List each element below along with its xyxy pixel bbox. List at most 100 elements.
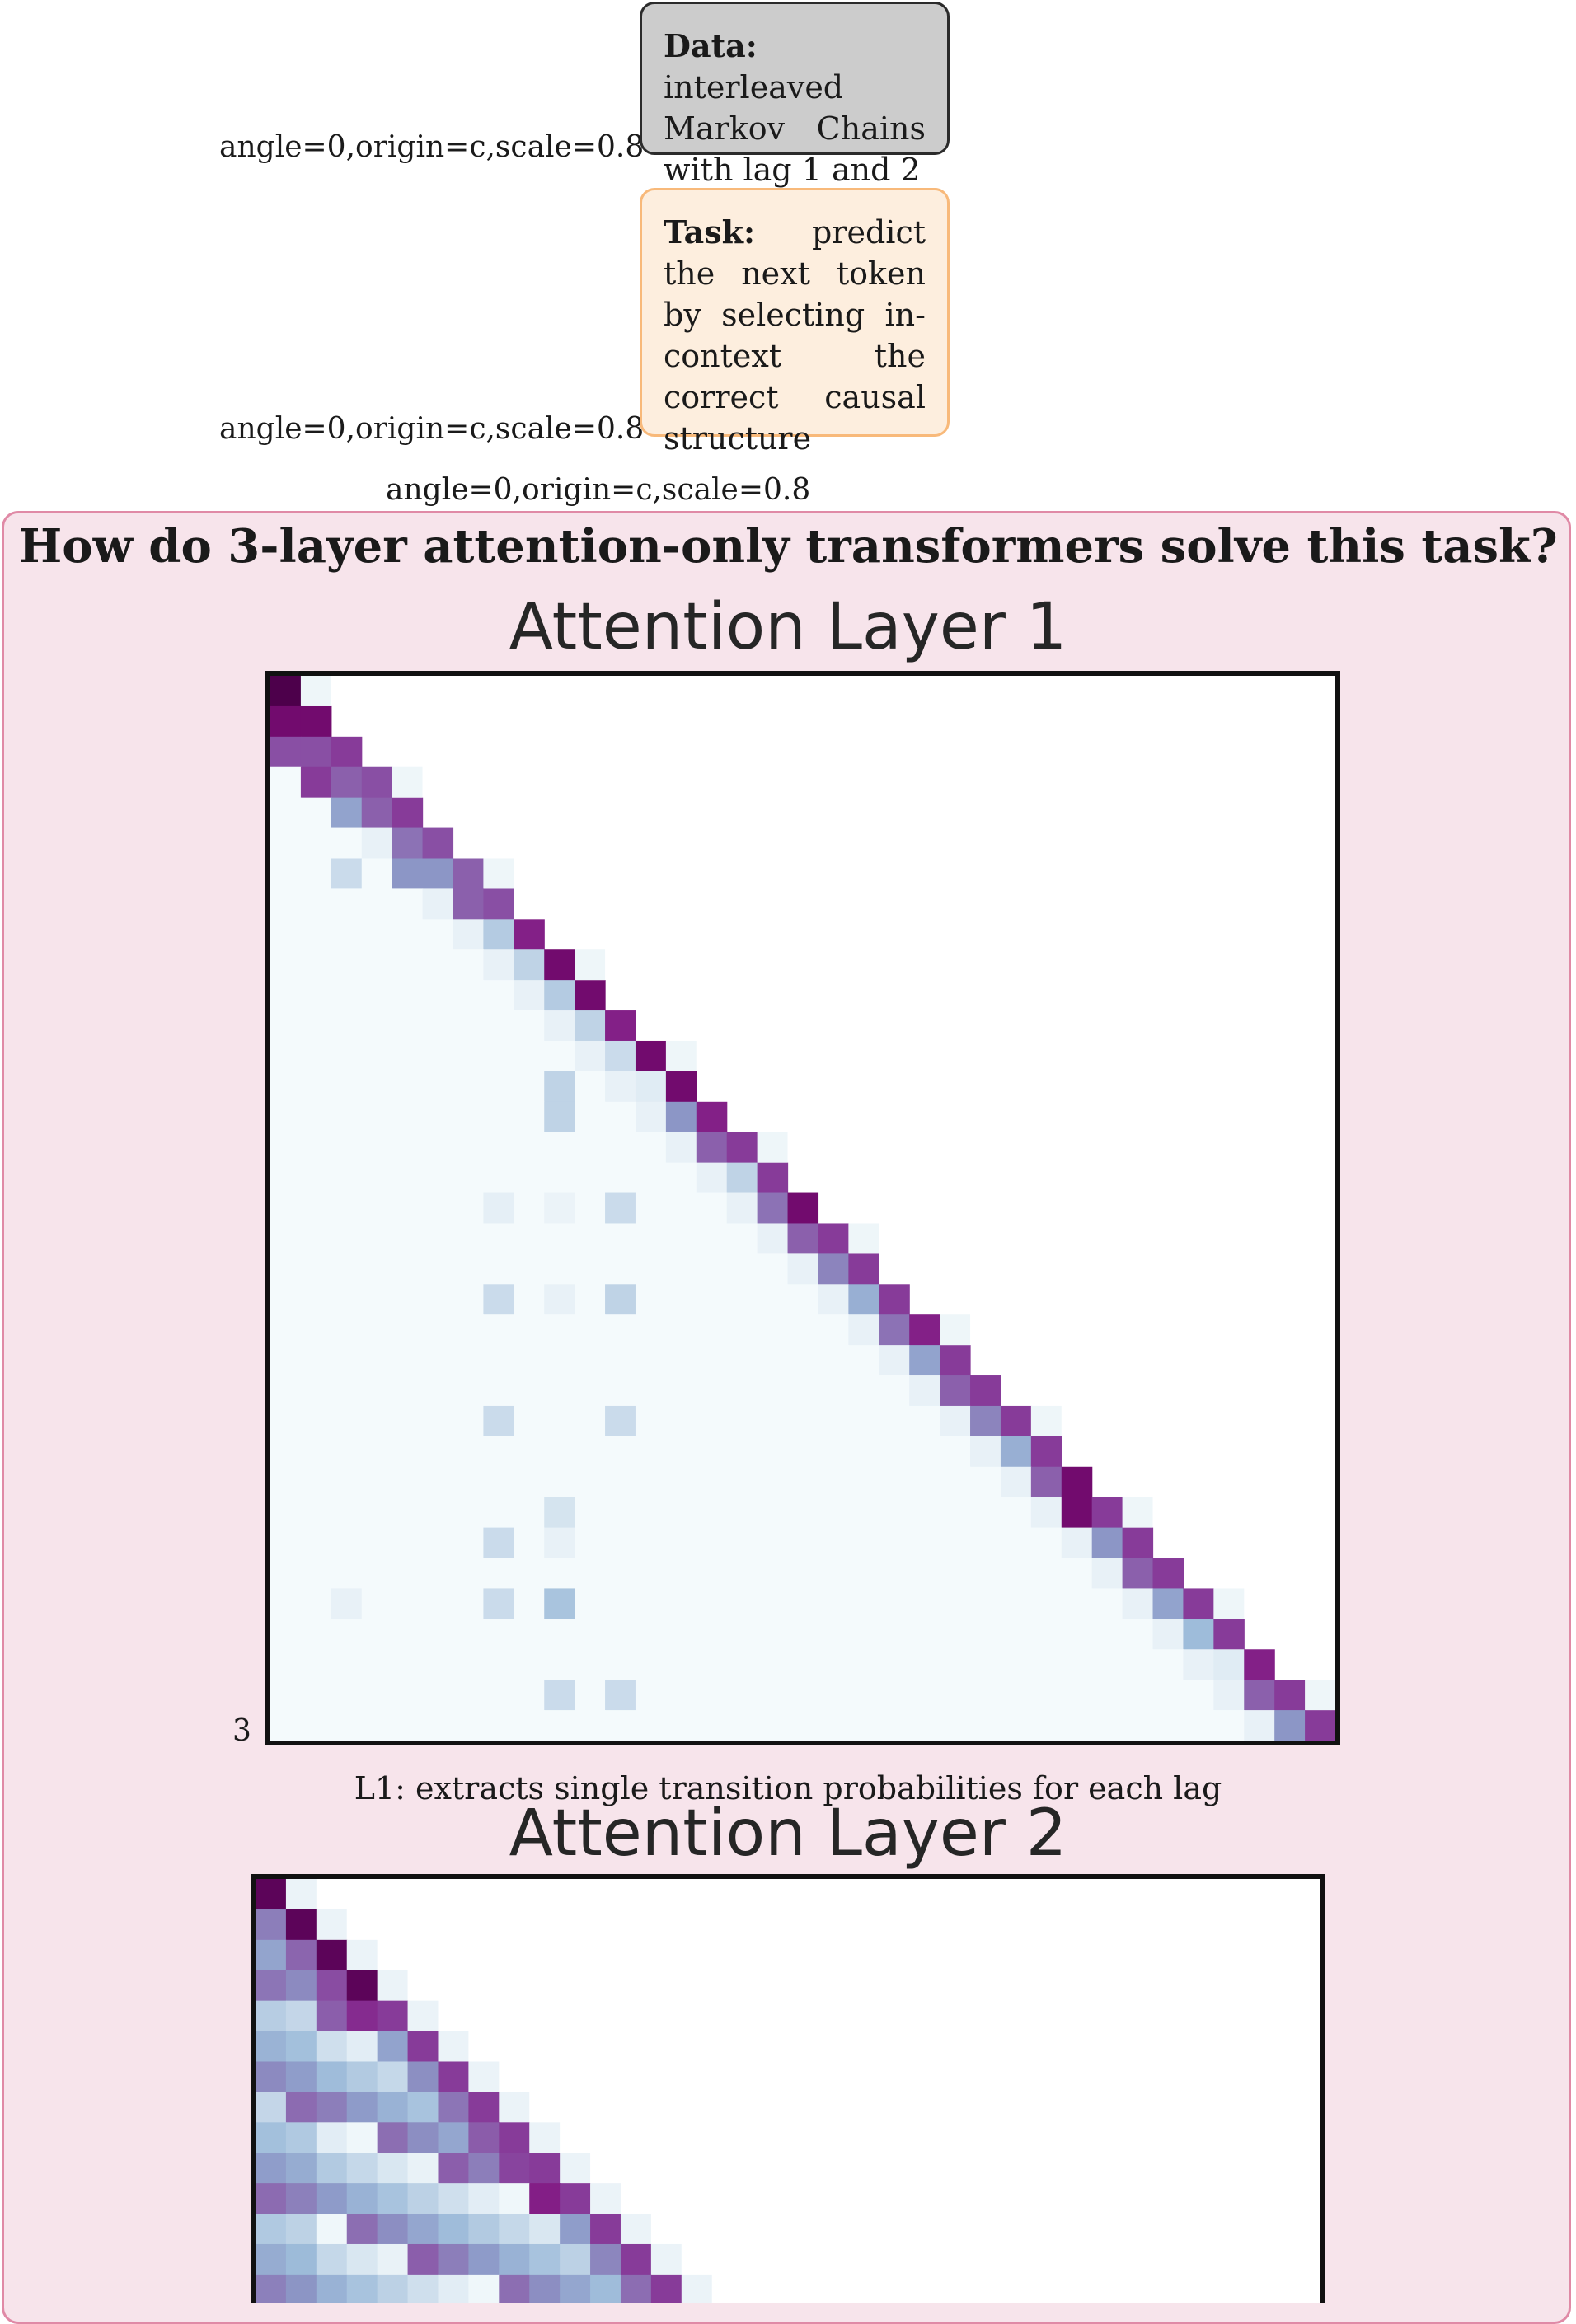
heatmap-cell xyxy=(407,2092,439,2123)
heatmap-cell xyxy=(940,1405,971,1437)
heatmap-cell xyxy=(605,1223,636,1254)
heatmap-cell xyxy=(392,1680,424,1711)
heatmap-cell xyxy=(787,1649,819,1680)
heatmap-cell xyxy=(468,2214,500,2245)
heatmap-cell xyxy=(1061,1466,1093,1498)
heatmap-cell xyxy=(575,949,606,981)
heatmap-cell xyxy=(361,1253,393,1285)
heatmap-cell xyxy=(483,1405,514,1437)
heatmap-cell xyxy=(681,2274,712,2303)
heatmap-cell xyxy=(300,1497,332,1529)
heatmap-cell xyxy=(422,1619,454,1650)
heatmap-cell xyxy=(256,2214,287,2245)
heatmap-cell xyxy=(407,2000,439,2031)
heatmap-cell xyxy=(270,1345,302,1376)
heatmap-cell xyxy=(635,1101,667,1133)
heatmap-cell xyxy=(438,2274,469,2303)
heatmap-cell xyxy=(331,949,363,981)
heatmap-cell xyxy=(696,1132,728,1164)
heatmap-cell xyxy=(940,1558,971,1590)
heatmap-cell xyxy=(270,1253,302,1285)
heatmap-cell xyxy=(1000,1497,1032,1529)
heatmap-cell xyxy=(270,1375,302,1407)
heatmap-cell xyxy=(331,1132,363,1164)
heatmap-cell xyxy=(514,1527,545,1559)
heatmap-cell xyxy=(361,1588,393,1619)
heatmap-cell xyxy=(483,1162,514,1194)
heatmap-cell xyxy=(422,980,454,1011)
heatmap-cell xyxy=(453,1619,484,1650)
heatmap-cell xyxy=(575,1314,606,1346)
heatmap-cell xyxy=(346,2000,378,2032)
heatmap-cell xyxy=(483,980,514,1011)
heatmap-cell xyxy=(1305,1710,1336,1741)
heatmap-cell xyxy=(560,2153,591,2184)
heatmap-cell xyxy=(453,1405,484,1437)
heatmap-cell xyxy=(1030,1619,1062,1650)
heatmap-cell xyxy=(970,1710,1001,1741)
heatmap-cell xyxy=(468,2122,500,2153)
heatmap-cell xyxy=(453,888,484,920)
heatmap-cell xyxy=(270,919,302,950)
heatmap-cell xyxy=(787,1284,819,1315)
heatmap-cell xyxy=(300,858,332,889)
heatmap-cell xyxy=(757,1588,789,1619)
heatmap-cell xyxy=(635,1375,667,1407)
heatmap-cell xyxy=(285,1879,317,1909)
heatmap-cell xyxy=(300,766,332,799)
heatmap-cell xyxy=(453,1040,484,1072)
heatmap-cell xyxy=(392,1162,424,1194)
heatmap-cell xyxy=(361,1284,393,1315)
heatmap-cell xyxy=(757,1680,789,1711)
heatmap-cell xyxy=(1061,1588,1093,1619)
heatmap-cell xyxy=(346,2243,378,2275)
heatmap-cell xyxy=(316,2092,348,2123)
heatmap-cell xyxy=(1183,1649,1214,1680)
heatmap-cell xyxy=(1152,1558,1184,1590)
heatmap-cell xyxy=(483,1010,514,1042)
heatmap-cell xyxy=(665,1101,697,1133)
heatmap-cell xyxy=(514,1466,545,1498)
heatmap-cell xyxy=(361,827,393,860)
heatmap-cell xyxy=(940,1375,971,1407)
heatmap-cell xyxy=(909,1345,940,1376)
heatmap-cell xyxy=(560,2183,591,2214)
heatmap-cell xyxy=(909,1497,940,1529)
layer2-title: Attention Layer 2 xyxy=(509,1797,1067,1871)
heatmap-cell xyxy=(392,1375,424,1407)
heatmap-cell xyxy=(422,949,454,981)
heatmap-cell xyxy=(407,2153,439,2184)
heatmap-cell xyxy=(514,1132,545,1164)
heatmap-cell xyxy=(605,1253,636,1285)
heatmap-cell xyxy=(392,1558,424,1590)
heatmap-cell xyxy=(665,1527,697,1559)
heatmap-cell xyxy=(605,1375,636,1407)
heatmap-cell xyxy=(361,1558,393,1590)
heatmap-cell xyxy=(940,1649,971,1680)
heatmap-cell xyxy=(361,1466,393,1498)
heatmap-cell xyxy=(270,1466,302,1498)
heatmap-cell xyxy=(757,1436,789,1468)
heatmap-cell xyxy=(696,1284,728,1315)
heatmap-cell xyxy=(392,797,424,829)
heatmap-cell xyxy=(1274,1710,1306,1741)
heatmap-cell xyxy=(453,919,484,950)
heatmap-cell xyxy=(879,1497,910,1529)
heatmap-cell xyxy=(1061,1527,1093,1559)
heatmap-cell xyxy=(544,1497,575,1529)
layer1-heatmap xyxy=(265,671,1340,1745)
heatmap-cell xyxy=(665,1405,697,1437)
heatmap-cell xyxy=(1030,1436,1062,1468)
heatmap-cell xyxy=(392,980,424,1011)
heatmap-cell xyxy=(331,1649,363,1680)
heatmap-cell xyxy=(970,1680,1001,1711)
heatmap-cell xyxy=(331,1223,363,1254)
heatmap-cell xyxy=(1000,1649,1032,1680)
heatmap-cell xyxy=(377,2092,409,2123)
heatmap-cell xyxy=(438,2122,469,2153)
heatmap-cell xyxy=(757,1314,789,1346)
heatmap-cell xyxy=(300,1649,332,1680)
heatmap-cell xyxy=(422,1284,454,1315)
heatmap-cell xyxy=(575,1680,606,1711)
heatmap-cell xyxy=(879,1680,910,1711)
